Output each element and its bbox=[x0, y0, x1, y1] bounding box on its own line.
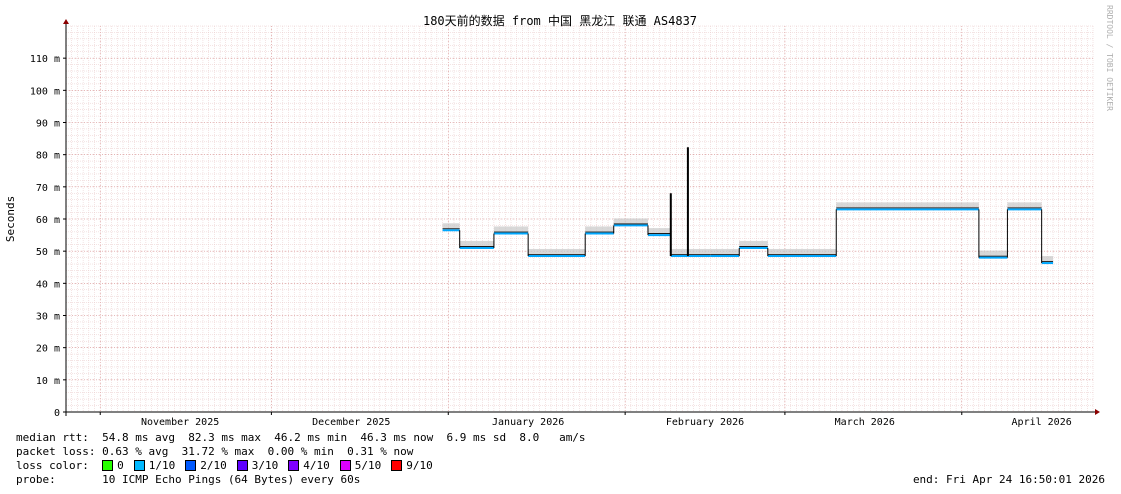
loss-color-swatch bbox=[339, 460, 351, 471]
chart-title: 180天前的数据 from 中国 黑龙江 联通 AS4837 bbox=[423, 13, 697, 28]
x-axis-arrow bbox=[1095, 409, 1100, 415]
x-tick-labels: November 2025 December 2025 January 2026 Fe… bbox=[141, 417, 1072, 428]
y-tick-label: 20 m bbox=[36, 344, 60, 355]
watermark: RRDTOOL / TOBI OETIKER bbox=[1105, 5, 1114, 111]
smoke-band bbox=[528, 248, 586, 256]
loss-color-item: 3/10 bbox=[236, 459, 279, 472]
y-tick-label: 110 m bbox=[30, 54, 60, 65]
loss-color-item-label: 1/10 bbox=[148, 459, 176, 472]
smoke-band bbox=[670, 248, 711, 256]
median-rtt-label: median rtt: bbox=[16, 431, 89, 444]
smoke-band bbox=[767, 248, 837, 256]
x-tick-label: February 2026 bbox=[666, 417, 744, 428]
y-tick-labels: 0 10 m 20 m 30 m 40 m 50 m 60 m 70 m 80 m 90 m 100… bbox=[30, 54, 60, 419]
probe-row: probe: 10 ICMP Echo Pings (64 Bytes) eve… bbox=[16, 473, 360, 487]
end-time: end: Fri Apr 24 16:50:01 2026 bbox=[912, 473, 1105, 486]
loss-color-item: 2/10 bbox=[185, 459, 227, 472]
smoke-band bbox=[585, 226, 614, 234]
y-tick-label: 50 m bbox=[36, 247, 60, 258]
y-tick-label: 100 m bbox=[30, 86, 60, 97]
smoke-band bbox=[647, 228, 671, 236]
axes bbox=[63, 19, 1100, 416]
loss-color-item: 9/10 bbox=[391, 459, 433, 472]
median-rtt-row: median rtt: 54.8 ms avg 82.3 ms max 46.2… bbox=[16, 431, 586, 445]
x-tick-label: January 2026 bbox=[492, 417, 564, 428]
y-tick-label: 40 m bbox=[36, 279, 60, 290]
smoke-band bbox=[710, 248, 740, 256]
smoke-band bbox=[459, 240, 494, 248]
loss-color-item-label: 4/10 bbox=[303, 459, 330, 472]
loss-color-label: loss color: bbox=[16, 459, 89, 472]
loss-color-item: 1/10 bbox=[133, 459, 176, 472]
loss-color-items: 0 1/10 2/10 3/10 4/10 5/10 9/10 bbox=[102, 459, 443, 472]
y-tick-label: 30 m bbox=[36, 312, 60, 323]
latency-chart: 0 10 m 20 m 30 m 40 m 50 m 60 m 70 m 80 m 90 m 100… bbox=[4, 5, 1114, 428]
smoke-band bbox=[1007, 202, 1042, 210]
y-tick-label: 10 m bbox=[36, 376, 60, 387]
y-axis-label: Seconds bbox=[4, 196, 17, 242]
probe-values: 10 ICMP Echo Pings (64 Bytes) every 60s bbox=[102, 473, 361, 486]
smoke-band bbox=[978, 250, 1008, 258]
y-tick-label: 80 m bbox=[36, 151, 60, 162]
loss-color-row: loss color: 0 1/10 2/10 3/10 4/10 5/10 9/10 bbox=[16, 459, 443, 473]
loss-color-item-label: 5/10 bbox=[354, 459, 382, 472]
loss-color-swatch bbox=[288, 460, 300, 471]
loss-color-swatch bbox=[236, 460, 248, 471]
loss-color-item-label: 9/10 bbox=[406, 459, 433, 472]
packet-loss-values: 0.63 % avg 31.72 % max 0.00 % min 0.31 %… bbox=[102, 445, 414, 458]
packet-loss-row: packet loss: 0.63 % avg 31.72 % max 0.00… bbox=[16, 445, 413, 459]
smoke-band bbox=[739, 240, 768, 248]
loss-color-item: 0 bbox=[102, 459, 124, 472]
loss-color-swatch bbox=[133, 460, 145, 471]
probe-label: probe: bbox=[16, 473, 56, 486]
packet-loss-label: packet loss: bbox=[16, 445, 96, 458]
loss-color-item: 5/10 bbox=[339, 459, 382, 472]
x-tick-label: November 2025 bbox=[141, 417, 219, 428]
loss-color-swatch bbox=[185, 460, 197, 471]
x-tick-label: March 2026 bbox=[835, 417, 895, 428]
loss-color-item: 4/10 bbox=[288, 459, 330, 472]
x-tick-label: April 2026 bbox=[1012, 417, 1072, 428]
loss-color-item-label: 0 bbox=[117, 459, 124, 472]
loss-color-swatch bbox=[102, 460, 114, 471]
smoke-band bbox=[493, 226, 529, 234]
series-layer bbox=[442, 147, 1054, 265]
median-rtt-values: 54.8 ms avg 82.3 ms max 46.2 ms min 46.3… bbox=[102, 431, 586, 444]
smoke-band bbox=[836, 202, 979, 210]
smoke-band bbox=[442, 223, 460, 231]
y-tick-label: 60 m bbox=[36, 215, 60, 226]
loss-color-item-label: 3/10 bbox=[251, 459, 279, 472]
loss-color-swatch bbox=[391, 460, 403, 471]
y-axis-arrow bbox=[63, 19, 69, 24]
y-tick-label: 70 m bbox=[36, 183, 60, 194]
y-tick-label: 90 m bbox=[36, 119, 60, 130]
smoke-band bbox=[1041, 256, 1054, 264]
smoke-band bbox=[613, 218, 648, 226]
y-tick-label: 0 bbox=[54, 408, 60, 419]
x-tick-label: December 2025 bbox=[312, 417, 390, 428]
loss-color-item-label: 2/10 bbox=[200, 459, 227, 472]
